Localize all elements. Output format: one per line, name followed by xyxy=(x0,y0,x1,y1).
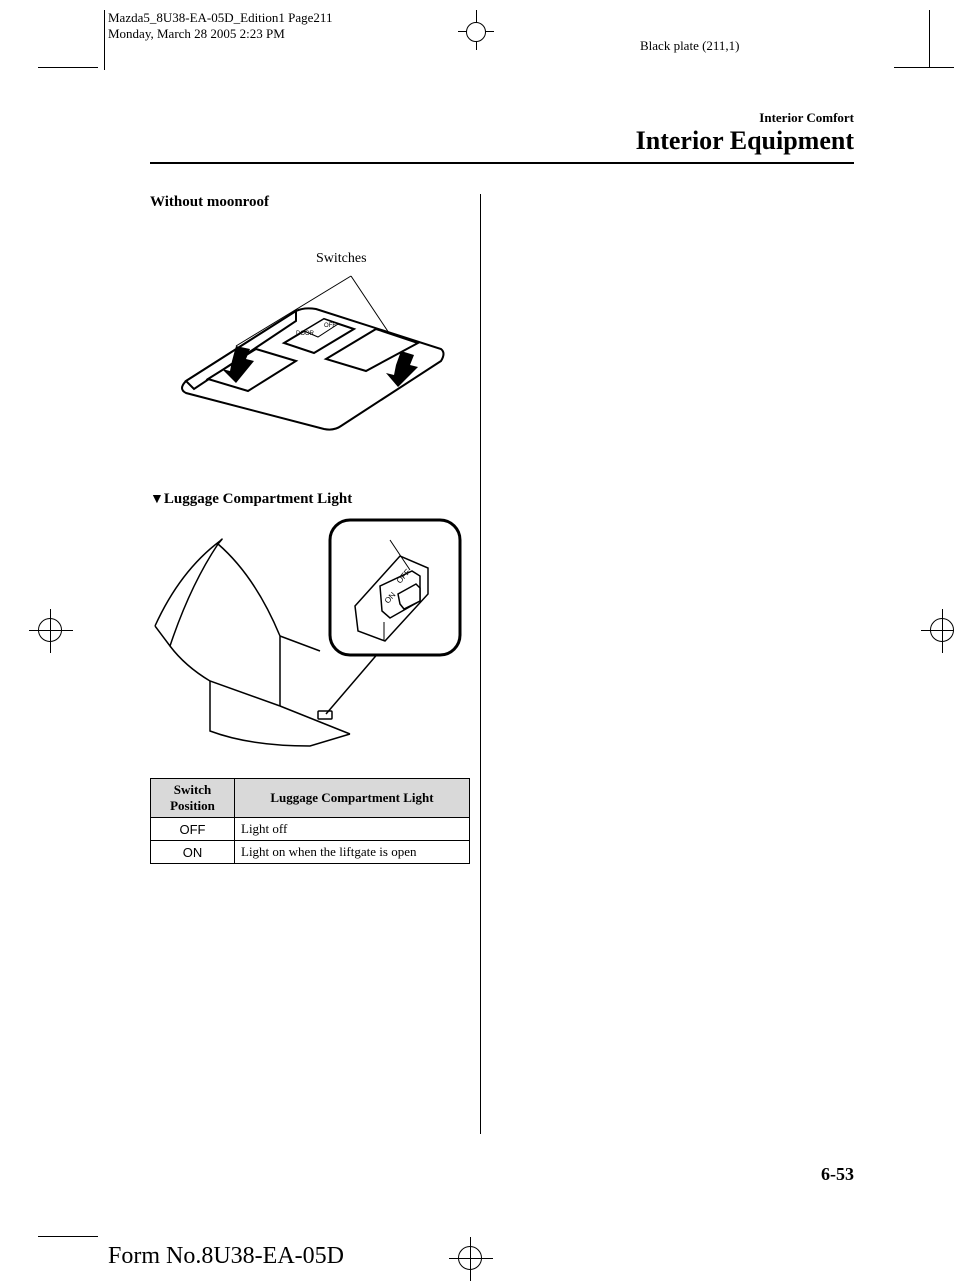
section-header: Interior Comfort Interior Equipment xyxy=(150,110,854,164)
switch-label-off: OFF xyxy=(324,323,336,329)
registration-mark-icon xyxy=(38,618,62,642)
table-row: ON Light on when the liftgate is open xyxy=(151,841,470,864)
overhead-console-diagram: DOOR OFF xyxy=(166,271,446,461)
sub-heading: Without moonroof xyxy=(150,194,462,211)
luggage-compartment-diagram: OFF ON xyxy=(150,516,470,766)
crop-mark xyxy=(38,1236,98,1237)
crop-mark xyxy=(85,10,105,70)
table-header-position: Switch Position xyxy=(151,779,235,818)
crop-mark xyxy=(38,67,98,68)
switch-label-door: DOOR xyxy=(296,331,315,337)
figure-luggage-compartment: OFF ON xyxy=(150,516,470,766)
black-plate-label: Black plate (211,1) xyxy=(640,38,740,54)
section-category: Interior Comfort xyxy=(150,110,854,126)
cell-desc: Light off xyxy=(235,818,470,841)
table-header-light: Luggage Compartment Light xyxy=(235,779,470,818)
figure-label-switches: Switches xyxy=(316,251,367,267)
crop-mark xyxy=(929,10,930,68)
subsection-heading: ▼Luggage Compartment Light xyxy=(150,491,462,508)
doc-date: Monday, March 28 2005 2:23 PM xyxy=(108,26,332,42)
registration-mark-icon xyxy=(458,1246,482,1270)
triangle-marker-icon: ▼ xyxy=(150,492,164,507)
doc-id: Mazda5_8U38-EA-05D_Edition1 Page211 xyxy=(108,10,332,26)
table-row: OFF Light off xyxy=(151,818,470,841)
cell-desc: Light on when the liftgate is open xyxy=(235,841,470,864)
switch-position-table: Switch Position Luggage Compartment Ligh… xyxy=(150,778,470,864)
form-number: Form No.8U38-EA-05D xyxy=(108,1243,344,1270)
page-number: 6-53 xyxy=(821,1164,854,1185)
registration-mark-icon xyxy=(930,618,954,642)
page-content: Interior Comfort Interior Equipment With… xyxy=(150,110,854,1185)
column-divider xyxy=(480,194,481,1134)
print-metadata: Mazda5_8U38-EA-05D_Edition1 Page211 Mond… xyxy=(108,10,332,41)
crop-mark xyxy=(894,67,954,68)
subsection-title: Luggage Compartment Light xyxy=(164,491,352,507)
section-title: Interior Equipment xyxy=(150,126,854,156)
cell-position: ON xyxy=(151,841,235,864)
registration-mark-icon xyxy=(458,10,498,50)
figure-overhead-switches: Switches xyxy=(166,251,446,461)
cell-position: OFF xyxy=(151,818,235,841)
